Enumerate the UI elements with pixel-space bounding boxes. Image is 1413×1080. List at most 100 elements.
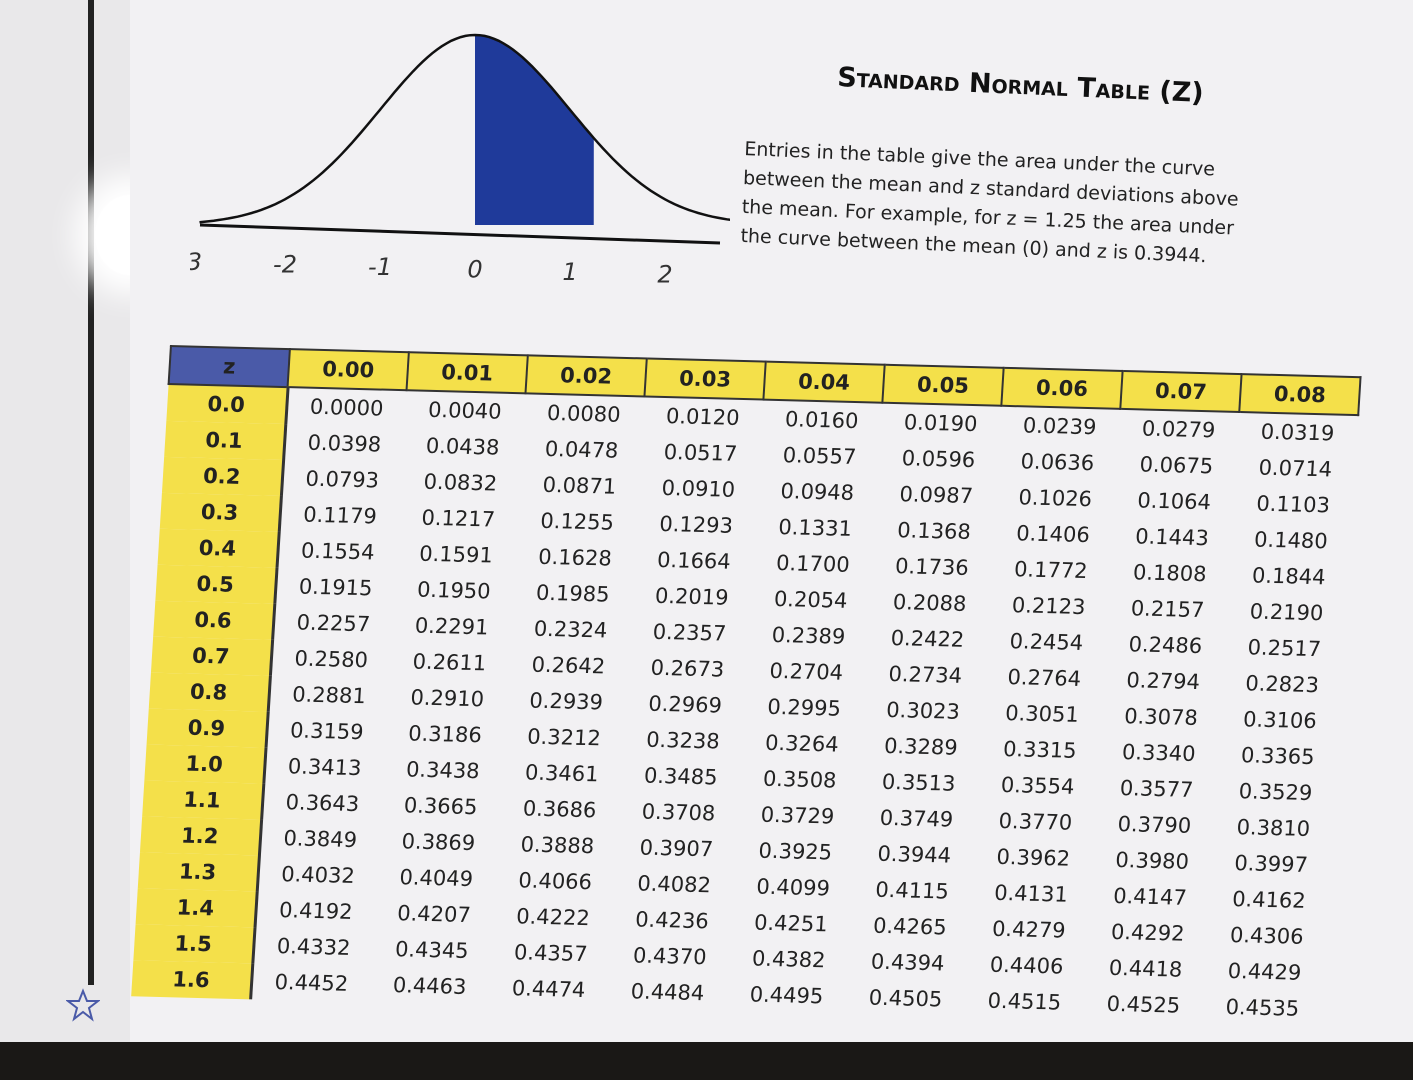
cell: 0.3438 (405, 757, 481, 784)
row-label: 0.3 (159, 492, 281, 532)
cell: 0.3925 (757, 838, 833, 865)
cell: 0.2910 (409, 685, 485, 712)
sidebar (0, 0, 130, 1042)
cell: 0.0832 (422, 469, 498, 496)
cell: 0.2291 (414, 613, 490, 640)
cell: 0.4505 (868, 985, 943, 1012)
row-label: 1.5 (133, 924, 255, 964)
column-header: 0.04 (763, 361, 885, 403)
cell: 0.2157 (1130, 596, 1206, 623)
cell: 0.0793 (304, 466, 380, 493)
cell: 0.1406 (1015, 521, 1091, 548)
row-label: 0.4 (157, 528, 279, 568)
cell: 0.2764 (1006, 665, 1082, 691)
cell: 0.4429 (1227, 958, 1303, 985)
cell: 0.1443 (1134, 524, 1210, 551)
cell: 0.2324 (533, 616, 609, 643)
cell: 0.4525 (1105, 991, 1181, 1018)
cell: 0.2734 (887, 661, 963, 688)
cell: 0.3577 (1119, 776, 1195, 802)
cell: 0.3051 (1004, 701, 1080, 727)
axis-label: -3 (190, 248, 202, 276)
cell: 0.2939 (528, 688, 604, 715)
cell: 0.3810 (1235, 815, 1311, 841)
cell: 0.4162 (1231, 887, 1307, 913)
cell: 0.2357 (652, 619, 728, 646)
cell: 0.1179 (302, 502, 378, 529)
cell: 0.2054 (773, 586, 849, 613)
row-label: 0.5 (155, 564, 277, 604)
cell: 0.4515 (986, 988, 1062, 1015)
cell: 0.1293 (658, 511, 734, 538)
cell: 0.3554 (1000, 772, 1076, 799)
cell: 0.3186 (407, 721, 483, 748)
cell: 0.4236 (634, 907, 710, 934)
cell: 0.1591 (418, 541, 494, 568)
cell: 0.3686 (522, 796, 598, 823)
cell: 0.0438 (425, 433, 501, 460)
row-label: 1.1 (142, 780, 264, 820)
cell: 0.1368 (896, 518, 972, 545)
cell: 0.3413 (287, 754, 363, 781)
cell: 0.1985 (535, 580, 611, 607)
cell: 0.4452 (273, 969, 349, 996)
cell: 0.3980 (1114, 847, 1190, 874)
cell: 0.1331 (777, 515, 853, 541)
cell: 0.4251 (753, 910, 829, 937)
column-header: 0.03 (644, 358, 766, 400)
cell: 0.3997 (1233, 851, 1309, 877)
cell: 0.3708 (641, 799, 717, 826)
cell: 0.3212 (526, 724, 602, 751)
cell: 0.3529 (1238, 779, 1314, 806)
cell: 0.2190 (1249, 599, 1325, 626)
row-label: 0.2 (161, 456, 284, 496)
cell: 0.1628 (537, 544, 613, 571)
cell: 0.3665 (403, 793, 479, 820)
cell: 0.0120 (665, 404, 741, 430)
cell: 0.1950 (416, 577, 492, 604)
cell: 0.1844 (1251, 563, 1327, 590)
cell: 0.3749 (879, 805, 954, 832)
cell: 0.4382 (751, 946, 827, 973)
cell: 0.1915 (298, 574, 374, 601)
cell: 0.4082 (636, 871, 712, 898)
cell: 0.0636 (1019, 449, 1095, 476)
cell: 0.1103 (1255, 491, 1331, 518)
shaded-area (475, 35, 594, 225)
cell: 0.0910 (660, 475, 736, 502)
cell: 0.2422 (890, 625, 965, 652)
cell: 0.3849 (282, 826, 358, 853)
cell: 0.2704 (768, 658, 844, 685)
cell: 0.0557 (782, 443, 857, 469)
cell: 0.3907 (638, 835, 714, 862)
column-header: 0.00 (287, 349, 409, 391)
cell: 0.3770 (997, 808, 1073, 835)
cell: 0.4147 (1112, 883, 1188, 910)
document (130, 0, 1413, 1042)
cell: 0.1480 (1253, 527, 1329, 554)
cell: 0.0040 (427, 397, 503, 424)
cell: 0.3944 (876, 841, 952, 868)
cell: 0.1736 (894, 554, 970, 580)
cell: 0.1808 (1132, 560, 1208, 587)
axis-label: 1 (562, 258, 577, 286)
column-header: 0.06 (1001, 367, 1123, 409)
row-label: 0.7 (150, 636, 273, 676)
cell: 0.0596 (901, 446, 976, 473)
cell: 0.3078 (1123, 704, 1199, 731)
cell: 0.1664 (656, 547, 732, 574)
row-label: 1.2 (139, 816, 262, 856)
cell: 0.3264 (764, 730, 840, 757)
cell: 0.2642 (530, 652, 606, 679)
corner-cell: z (168, 346, 290, 388)
cell: 0.3790 (1116, 811, 1192, 838)
cell: 0.2454 (1008, 629, 1084, 655)
x-axis (199, 223, 721, 245)
cell: 0.2580 (293, 646, 369, 673)
cell: 0.2995 (766, 694, 842, 721)
cell: 0.2019 (654, 583, 730, 610)
star-icon (66, 988, 100, 1022)
column-header: 0.05 (882, 364, 1004, 406)
cell: 0.3513 (881, 769, 957, 796)
